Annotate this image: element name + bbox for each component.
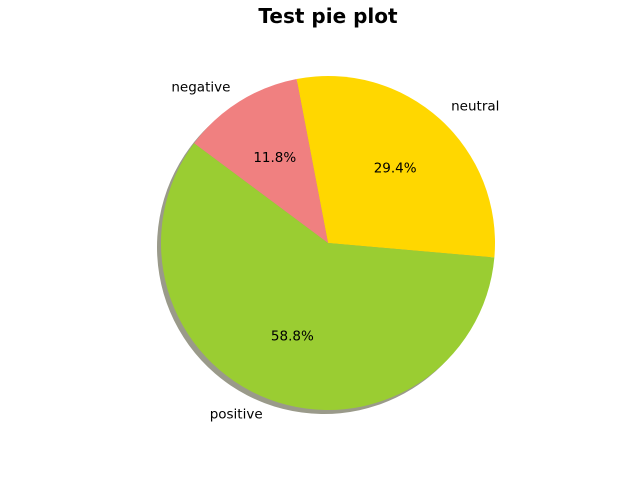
pie-slice-neutral: [296, 76, 495, 258]
pie-percent-label-neutral: 29.4%: [374, 161, 417, 177]
chart-title: Test pie plot: [258, 4, 398, 28]
pie-labels: neutral 29.4% negative 11.8% positive 58.8%: [171, 79, 499, 422]
pie-category-label-positive: positive: [210, 407, 263, 423]
pie-slice-positive: [161, 143, 495, 411]
pie-slices: [161, 76, 495, 411]
pie-category-label-neutral: neutral: [451, 99, 499, 115]
pie-percent-label-positive: 58.8%: [271, 329, 314, 345]
pie-category-label-negative: negative: [171, 79, 230, 95]
pie-slice-negative: [194, 78, 328, 243]
pie-percent-label-negative: 11.8%: [253, 150, 296, 166]
